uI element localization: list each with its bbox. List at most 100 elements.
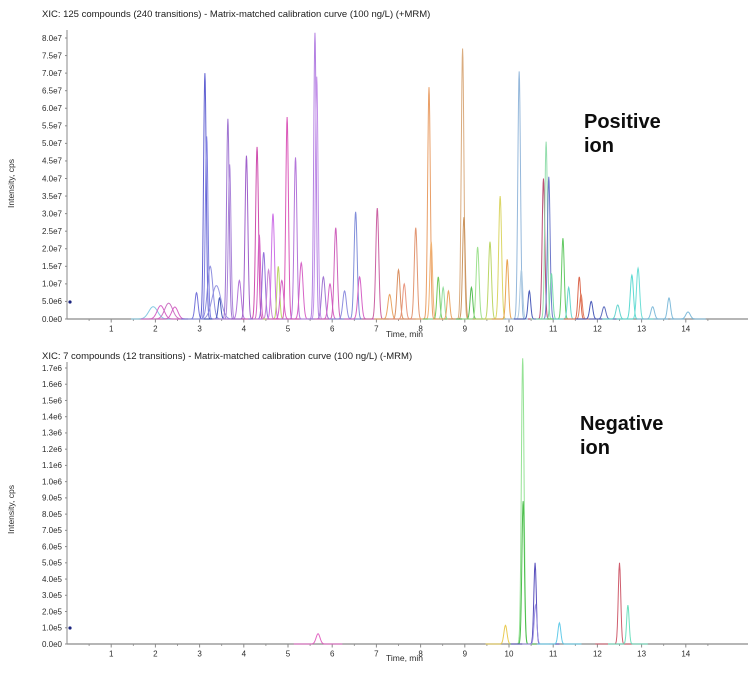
y-tick-label: 2.0e5 [42,607,63,616]
chromatogram-trace [329,289,361,320]
x-tick-label: 2 [153,325,158,334]
y-tick-label: 1.0e6 [42,477,63,486]
chromatogram-trace [510,562,560,645]
positive-ion-annotation: Positive ion [584,110,661,158]
chromatogram-trace [340,211,372,320]
negative-ion-annotation-line1: Negative [580,413,664,435]
negative-panel-title: XIC: 7 compounds (12 transitions) - Matr… [42,351,413,362]
chromatogram-trace [448,217,480,320]
x-tick-label: 5 [286,650,291,659]
y-tick-label: 3.0e7 [42,209,63,218]
chromatogram-trace [653,297,685,320]
positive-ion-annotation-line1: Positive [584,111,661,133]
x-tick-label: 4 [242,325,247,334]
negative-x-axis-label: Time, min [386,653,423,663]
y-tick-label: 4.5e7 [42,157,63,166]
x-tick-label: 13 [637,325,646,334]
x-tick-label: 13 [637,650,646,659]
y-tick-label: 2.5e7 [42,227,63,236]
origin-data-marker [68,626,72,630]
x-tick-label: 5 [286,325,291,334]
positive-y-axis-label: Intensity, cps [6,159,16,208]
x-tick-label: 14 [681,325,690,334]
y-tick-label: 9.0e5 [42,494,63,503]
x-tick-label: 3 [197,650,202,659]
y-tick-label: 7.5e7 [42,51,63,60]
chromatogram-trace [374,293,406,320]
y-tick-label: 5.5e7 [42,122,63,131]
x-tick-label: 9 [463,650,468,659]
y-tick-label: 1.0e5 [42,624,63,633]
positive-ion-annotation-line2: ion [584,135,614,157]
x-tick-label: 8 [418,325,423,334]
y-tick-label: 0.0e0 [42,640,63,649]
x-tick-label: 2 [153,650,158,659]
chromatogram-trace [509,501,537,645]
chromatogram-trace [595,562,644,645]
y-tick-label: 5.0e7 [42,139,63,148]
y-tick-label: 1.6e6 [42,380,63,389]
x-tick-label: 11 [549,325,558,334]
y-tick-label: 8.0e7 [42,34,63,43]
chromatogram-trace [670,311,706,320]
chromatogram-trace [575,300,607,320]
y-tick-label: 1.1e6 [42,461,63,470]
chromatogram-trace [537,621,582,645]
y-tick-label: 1.0e7 [42,280,63,289]
origin-data-marker [68,300,72,304]
y-tick-label: 7.0e5 [42,526,63,535]
y-tick-label: 5.0e5 [42,559,63,568]
negative-ion-annotation-line2: ion [580,437,610,459]
y-tick-label: 1.5e7 [42,262,63,271]
y-tick-label: 6.0e7 [42,104,63,113]
chromatogram-trace [212,118,244,320]
chromatogram-trace [622,266,654,320]
negative-y-axis-label: Intensity, cps [6,485,16,534]
x-tick-label: 14 [681,650,690,659]
x-tick-label: 1 [109,650,114,659]
positive-panel-title: XIC: 125 compounds (240 transitions) - M… [42,9,431,20]
x-tick-label: 3 [197,325,202,334]
y-tick-label: 1.2e6 [42,445,63,454]
x-tick-label: 6 [330,650,335,659]
chromatogram-trace [588,306,620,320]
x-tick-label: 12 [593,650,602,659]
y-tick-label: 6.5e7 [42,86,63,95]
y-tick-label: 6.0e5 [42,542,63,551]
y-tick-label: 7.0e7 [42,69,63,78]
x-tick-label: 7 [374,650,379,659]
y-tick-label: 1.4e6 [42,413,63,422]
chromatogram-trace [271,117,303,320]
y-tick-label: 8.0e5 [42,510,63,519]
positive-x-axis-label: Time, min [386,329,423,339]
x-tick-label: 12 [593,325,602,334]
x-tick-label: 6 [330,325,335,334]
x-tick-label: 7 [374,325,379,334]
y-tick-label: 4.0e5 [42,575,63,584]
y-tick-label: 3.0e5 [42,591,63,600]
x-tick-label: 1 [109,325,114,334]
x-tick-label: 8 [418,650,423,659]
chromatogram-trace [140,305,181,320]
x-tick-label: 10 [505,325,514,334]
y-tick-label: 1.3e6 [42,429,63,438]
chromatogram-trace [388,282,420,320]
y-tick-label: 1.5e6 [42,396,63,405]
negative-ion-annotation: Negative ion [580,412,663,460]
y-tick-label: 4.0e7 [42,174,63,183]
y-tick-label: 2.0e7 [42,245,63,254]
y-tick-label: 0.0e0 [42,315,63,324]
chromatogram-trace [608,604,648,645]
chromatogram-trace [383,267,414,320]
y-tick-label: 1.7e6 [42,364,63,373]
x-tick-label: 10 [505,650,514,659]
y-tick-label: 5.0e6 [42,297,63,306]
x-tick-label: 4 [242,650,247,659]
chromatogram-trace [131,306,176,320]
x-tick-label: 9 [463,325,468,334]
chromatogram-trace [616,273,648,320]
chromatogram-trace [293,633,343,645]
chromatogram-trace [189,73,221,320]
